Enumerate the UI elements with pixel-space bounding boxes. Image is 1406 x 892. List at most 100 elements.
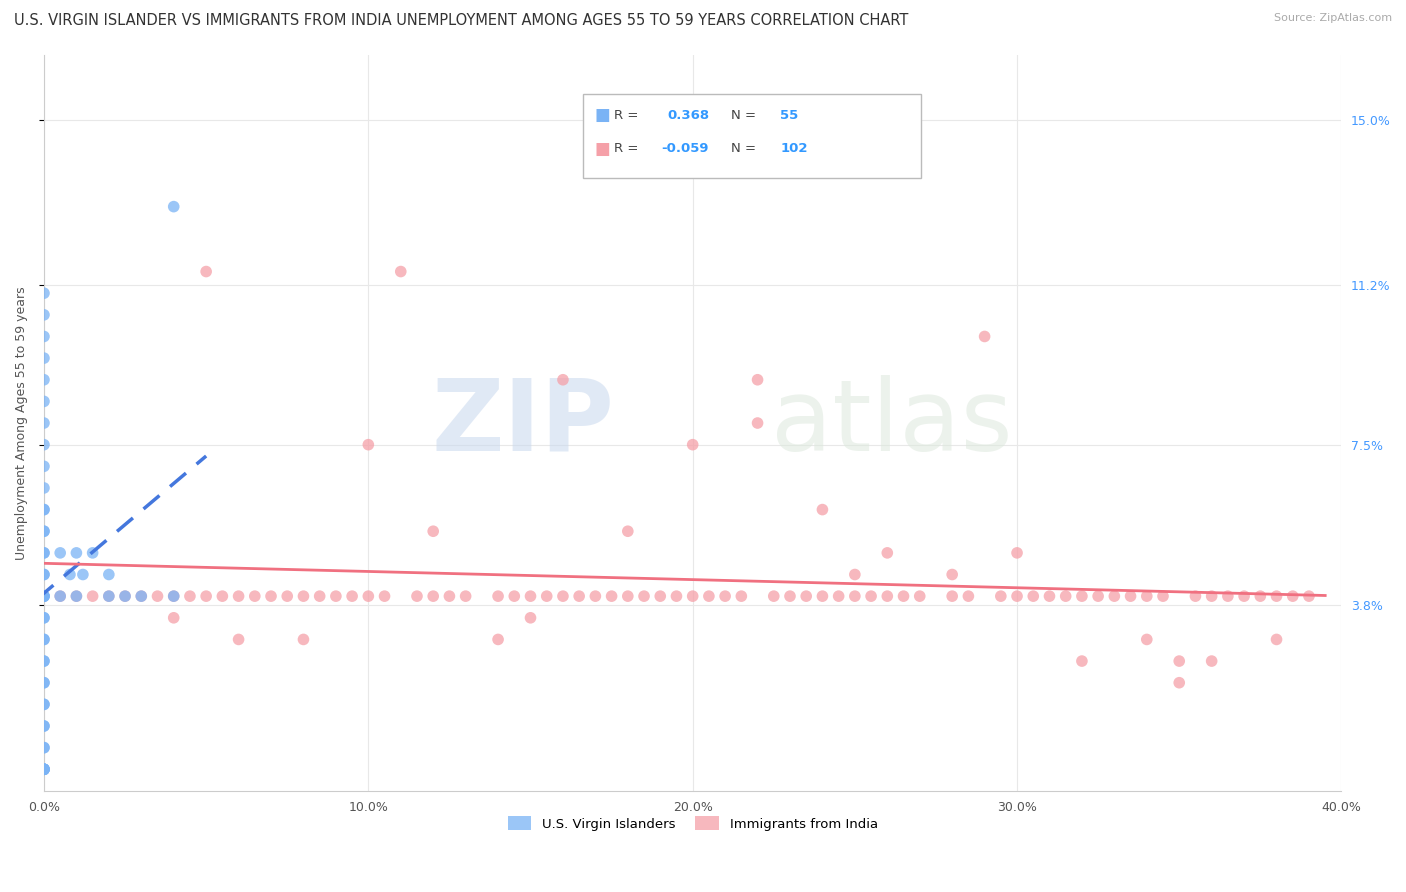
Text: 102: 102 (780, 143, 808, 155)
Point (32, 740, 55, 755)
Point (844, 567, 866, 582)
Point (876, 589, 898, 603)
Point (114, 589, 136, 603)
Point (486, 589, 509, 603)
Point (860, 589, 883, 603)
Point (957, 589, 980, 603)
Point (32, 762, 55, 776)
Point (617, 524, 640, 539)
Point (714, 589, 737, 603)
Point (49, 546, 72, 560)
Point (82, 546, 104, 560)
Point (1104, 589, 1126, 603)
Point (1168, 675, 1191, 690)
Point (1005, 546, 1028, 560)
Point (97, 589, 120, 603)
Point (163, 611, 186, 625)
Point (32, 567, 55, 582)
Point (32, 567, 55, 582)
Point (32, 329, 55, 343)
Point (1022, 589, 1045, 603)
Point (32, 589, 55, 603)
Point (32, 762, 55, 776)
Point (422, 589, 444, 603)
Point (389, 264, 412, 278)
Point (568, 589, 591, 603)
Point (762, 589, 785, 603)
Point (32, 351, 55, 365)
Point (1054, 589, 1077, 603)
Point (439, 589, 461, 603)
Point (665, 589, 688, 603)
Point (32, 762, 55, 776)
Point (32, 546, 55, 560)
Point (876, 546, 898, 560)
Point (32, 373, 55, 387)
Point (59, 567, 82, 582)
Point (730, 589, 752, 603)
Point (551, 589, 574, 603)
Point (211, 589, 233, 603)
Point (32, 762, 55, 776)
Text: R =: R = (614, 109, 643, 121)
Point (340, 589, 363, 603)
Point (32, 524, 55, 539)
Point (97, 567, 120, 582)
Point (195, 264, 218, 278)
Point (32, 654, 55, 668)
Point (1281, 589, 1303, 603)
Point (973, 329, 995, 343)
Point (163, 589, 186, 603)
Point (114, 589, 136, 603)
Point (32, 589, 55, 603)
Point (32, 719, 55, 733)
Point (129, 589, 152, 603)
Y-axis label: Unemployment Among Ages 55 to 59 years: Unemployment Among Ages 55 to 59 years (15, 286, 28, 560)
Point (32, 416, 55, 430)
Point (32, 675, 55, 690)
Point (794, 589, 817, 603)
Point (32, 654, 55, 668)
Point (1070, 654, 1092, 668)
Point (357, 589, 380, 603)
Point (1168, 654, 1191, 668)
Point (1070, 589, 1092, 603)
Point (941, 567, 963, 582)
Point (292, 589, 315, 603)
Point (1136, 632, 1159, 647)
Point (536, 589, 558, 603)
Point (1216, 589, 1239, 603)
Point (1005, 589, 1028, 603)
Point (1119, 589, 1142, 603)
Point (292, 632, 315, 647)
Point (503, 589, 526, 603)
Text: ■: ■ (595, 106, 610, 124)
Point (893, 589, 915, 603)
Point (32, 589, 55, 603)
Point (779, 589, 801, 603)
Point (1265, 632, 1288, 647)
Point (1298, 589, 1320, 603)
Point (32, 632, 55, 647)
Point (32, 502, 55, 516)
Point (32, 502, 55, 516)
Point (32, 632, 55, 647)
Point (32, 762, 55, 776)
Point (32, 611, 55, 625)
Point (633, 589, 655, 603)
Point (1249, 589, 1271, 603)
Point (195, 589, 218, 603)
Text: R =: R = (614, 143, 643, 155)
Point (49, 589, 72, 603)
Point (811, 589, 834, 603)
Point (1038, 589, 1060, 603)
Point (827, 589, 849, 603)
Point (583, 589, 606, 603)
Point (32, 611, 55, 625)
Point (908, 589, 931, 603)
Point (243, 589, 266, 603)
Point (32, 546, 55, 560)
Text: ■: ■ (595, 140, 610, 158)
Point (163, 200, 186, 214)
Point (617, 589, 640, 603)
